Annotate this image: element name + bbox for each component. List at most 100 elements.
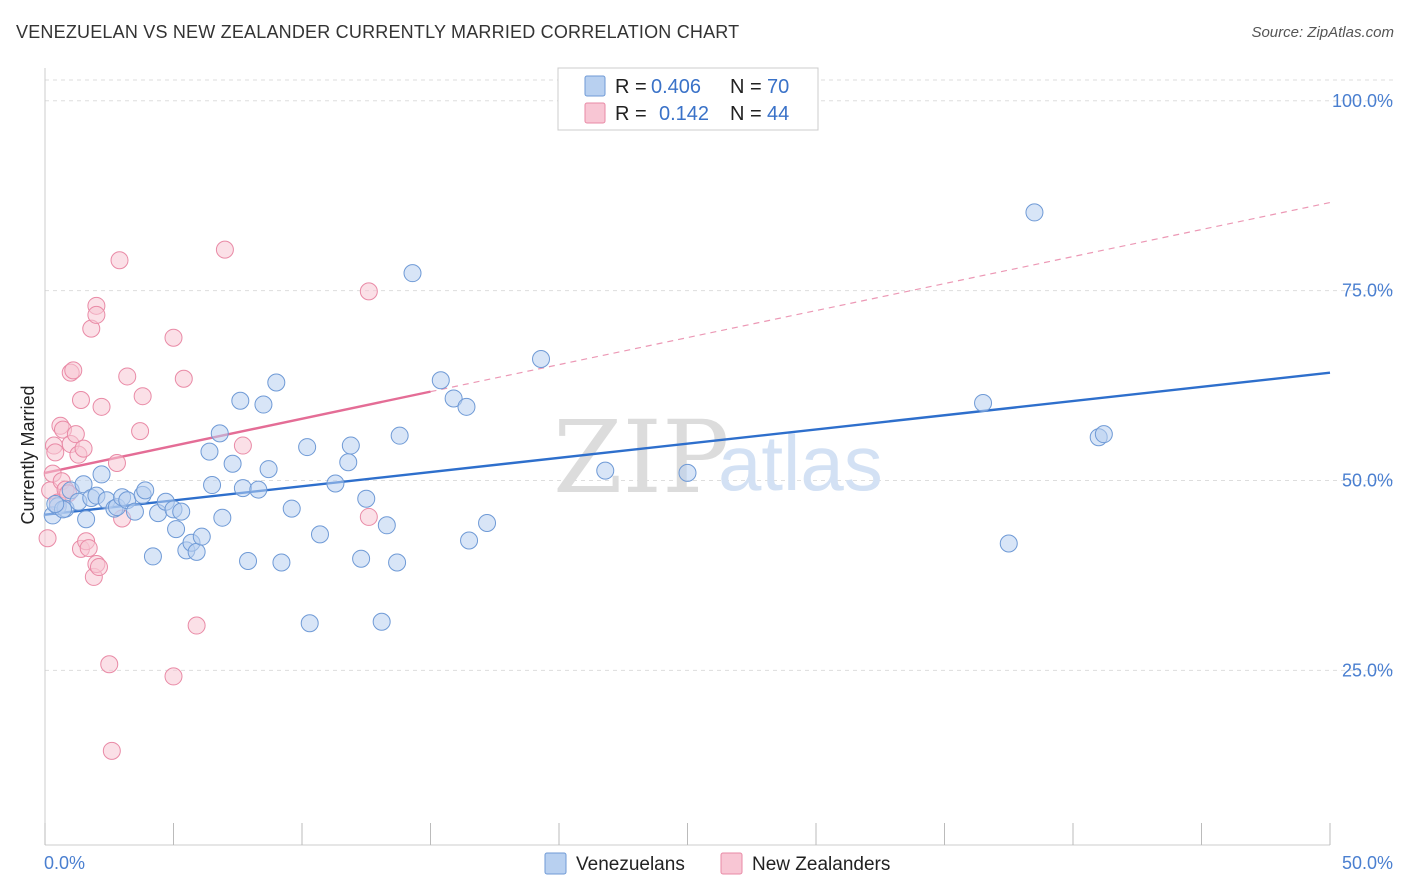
point-new-zealanders-38 <box>174 369 193 388</box>
bottom-legend-label-new-zealanders: New Zealanders <box>752 854 890 875</box>
point-new-zealanders-13 <box>64 361 83 380</box>
legend-n-value-1: 70 <box>767 76 789 98</box>
watermark-atlas: atlas <box>718 419 883 507</box>
point-venezuelans-27 <box>192 527 211 546</box>
point-venezuelans-5 <box>74 475 93 494</box>
point-venezuelans-41 <box>282 499 301 518</box>
source-credit: Source: ZipAtlas.com <box>1251 24 1394 41</box>
x-tick-label-0: 0.0% <box>44 853 85 873</box>
point-venezuelans-23 <box>172 502 191 521</box>
point-new-zealanders-14 <box>66 425 85 444</box>
point-venezuelans-17 <box>136 481 155 500</box>
point-venezuelans-53 <box>390 426 409 445</box>
point-venezuelans-22 <box>167 520 186 539</box>
point-venezuelans-57 <box>457 397 476 416</box>
y-tick-label-3: 100.0% <box>1332 91 1393 111</box>
point-venezuelans-40 <box>272 553 291 572</box>
watermark-zip: ZIP <box>553 399 729 516</box>
point-venezuelans-18 <box>143 547 162 566</box>
point-venezuelans-28 <box>200 442 219 461</box>
point-new-zealanders-18 <box>71 390 90 409</box>
point-new-zealanders-37 <box>164 667 183 686</box>
point-venezuelans-64 <box>999 534 1018 553</box>
bottom-legend-label-venezuelans: Venezuelans <box>576 854 685 875</box>
legend-n-label-1: N = <box>730 76 762 98</box>
legend-n-label-2: N = <box>730 103 762 125</box>
correlation-legend: R = 0.406 N = 70 R = 0.142 N = 44 <box>557 67 819 131</box>
point-venezuelans-62 <box>678 463 697 482</box>
chart-title: VENEZUELAN VS NEW ZEALANDER CURRENTLY MA… <box>16 22 740 42</box>
point-new-zealanders-4 <box>46 443 65 462</box>
bottom-legend-swatch-venezuelans <box>544 852 567 875</box>
legend-r-value-2: 0.142 <box>659 103 709 125</box>
point-venezuelans-35 <box>239 551 258 570</box>
point-new-zealanders-17 <box>74 439 93 458</box>
point-venezuelans-30 <box>210 424 229 443</box>
x-tick-labels: 0.0% 50.0% <box>44 853 1393 873</box>
point-new-zealanders-24 <box>87 305 106 324</box>
point-venezuelans-43 <box>298 438 317 457</box>
legend-r-value-1: 0.406 <box>651 76 701 98</box>
point-new-zealanders-26 <box>89 558 108 577</box>
legend-n-value-2: 44 <box>767 103 789 125</box>
point-venezuelans-39 <box>267 373 286 392</box>
point-new-zealanders-0 <box>38 529 57 548</box>
point-new-zealanders-20 <box>79 539 98 558</box>
point-venezuelans-56 <box>444 389 463 408</box>
y-tick-labels: 25.0% 50.0% 75.0% 100.0% <box>1332 91 1393 681</box>
point-venezuelans-29 <box>203 476 222 495</box>
point-new-zealanders-30 <box>107 454 126 473</box>
point-new-zealanders-36 <box>164 328 183 347</box>
point-venezuelans-36 <box>249 480 268 499</box>
point-venezuelans-50 <box>372 612 391 631</box>
point-venezuelans-59 <box>478 514 497 533</box>
point-venezuelans-32 <box>223 454 242 473</box>
y-tick-label-1: 50.0% <box>1342 470 1393 490</box>
series-venezuelans <box>43 203 1113 633</box>
y-tick-label-0: 25.0% <box>1342 660 1393 680</box>
point-venezuelans-38 <box>259 460 278 479</box>
point-venezuelans-58 <box>460 531 479 550</box>
point-new-zealanders-28 <box>100 655 119 674</box>
legend-swatch-blue <box>584 75 606 97</box>
point-venezuelans-6 <box>77 510 96 529</box>
point-venezuelans-44 <box>310 525 329 544</box>
point-new-zealanders-40 <box>215 240 234 259</box>
point-new-zealanders-33 <box>118 367 137 386</box>
point-new-zealanders-42 <box>359 507 378 526</box>
point-venezuelans-37 <box>254 395 273 414</box>
point-new-zealanders-34 <box>131 422 150 441</box>
point-venezuelans-31 <box>213 508 232 527</box>
point-new-zealanders-39 <box>187 616 206 635</box>
point-venezuelans-15 <box>125 502 144 521</box>
axes <box>44 68 1331 846</box>
watermark: ZIP atlas <box>553 399 883 516</box>
legend-r-label-1: R = <box>615 76 647 98</box>
y-tick-label-2: 75.0% <box>1342 281 1393 301</box>
point-venezuelans-52 <box>388 553 407 572</box>
point-venezuelans-47 <box>341 436 360 455</box>
point-new-zealanders-41 <box>233 436 252 455</box>
point-venezuelans-33 <box>231 391 250 410</box>
point-venezuelans-9 <box>92 465 111 484</box>
point-venezuelans-49 <box>357 489 376 508</box>
x-tick-label-1: 50.0% <box>1342 853 1393 873</box>
point-venezuelans-42 <box>300 614 319 633</box>
point-venezuelans-46 <box>339 453 358 472</box>
point-venezuelans-54 <box>403 264 422 283</box>
y-axis-label: Currently Married <box>18 385 38 524</box>
point-new-zealanders-31 <box>110 251 129 270</box>
point-venezuelans-67 <box>1094 425 1113 444</box>
point-new-zealanders-27 <box>92 397 111 416</box>
point-new-zealanders-35 <box>133 387 152 406</box>
series-legend: Venezuelans New Zealanders <box>544 852 890 875</box>
trend-line-new-zealanders-extended <box>430 201 1331 393</box>
point-venezuelans-63 <box>974 394 993 413</box>
point-venezuelans-34 <box>233 479 252 498</box>
legend-swatch-pink <box>584 102 606 124</box>
bottom-legend-swatch-new-zealanders <box>720 852 743 875</box>
point-venezuelans-61 <box>596 461 615 480</box>
point-venezuelans-60 <box>532 349 551 368</box>
point-new-zealanders-43 <box>359 282 378 301</box>
